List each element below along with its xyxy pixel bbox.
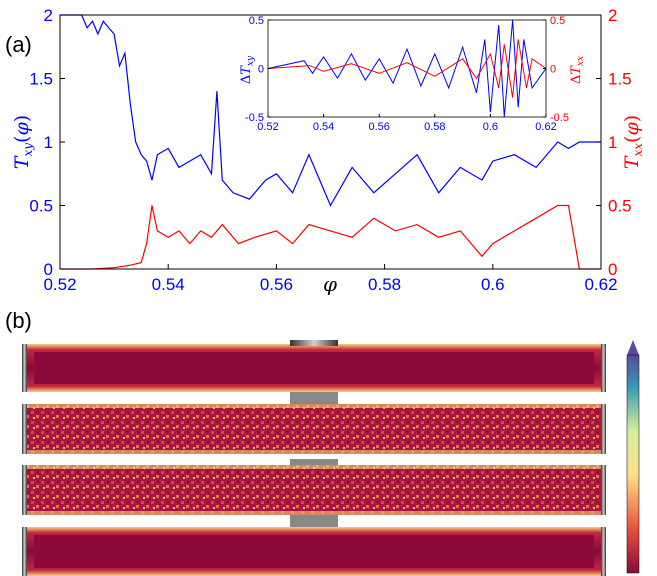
panel-b-label: (b) [5, 308, 32, 333]
strip-1 [22, 340, 606, 398]
main-x-ticks: 0.52 0.54 0.56 0.58 0.6 0.62 [43, 264, 618, 294]
main-y-axis-label-right: Txx(φ) [621, 115, 645, 169]
main-series-T_xy [60, 14, 601, 207]
inset-y-tick-label: 0.5 [249, 15, 264, 27]
svg-text:ΔTxx: ΔTxx [569, 56, 586, 84]
x-tick-label: 0.52 [43, 275, 76, 294]
inset-x-tick-label: 0.56 [368, 121, 389, 133]
svg-text:Txx(φ): Txx(φ) [621, 115, 645, 169]
inset-chart: 0.52 0.54 0.56 0.58 0.6 0.62 -0.5 0 0.5 -0.5 0 0.… [239, 15, 586, 133]
strip-3 [22, 459, 606, 521]
strip-4 [22, 521, 606, 576]
inset-y-tick-label: -0.5 [245, 112, 264, 124]
inset-y-tick-label-right: 0.5 [550, 15, 565, 27]
inset-y-label-right: ΔTxx [569, 56, 586, 84]
y-tick-label-right: 1 [608, 133, 617, 152]
x-tick-label: 0.62 [584, 275, 617, 294]
x-axis-label-text: φ [323, 272, 337, 296]
x-tick-label: 0.58 [368, 275, 401, 294]
inset-y-ticks-left: -0.5 0 0.5 [245, 15, 271, 124]
inset-x-ticks: 0.52 0.54 0.56 0.58 0.6 0.62 [257, 114, 557, 133]
inset-y-ticks-right: -0.5 0 0.5 [543, 15, 569, 124]
y-tick-label-right: 0 [608, 260, 617, 279]
inset-x-tick-label: 0.52 [257, 121, 278, 133]
x-tick-label: 0.56 [260, 275, 293, 294]
inset-series-ΔT_xx [267, 39, 547, 98]
inset-x-tick-label: 0.54 [313, 121, 334, 133]
y-tick-label: 0.5 [29, 197, 53, 216]
strip-2 [22, 398, 606, 454]
main-y-ticks-right: 0 0.5 1 1.5 2 [596, 6, 632, 279]
main-y-ticks-left: 0 0.5 1 1.5 2 [29, 6, 65, 279]
main-grid-lines [60, 14, 601, 270]
y-tick-label-right: 1.5 [608, 70, 632, 89]
main-chart: 0.52 0.54 0.56 0.58 0.6 0.62 00.511.52 00.511… [11, 6, 645, 296]
main-series-T_xx [60, 204, 601, 270]
svg-text:Txy(φ): Txy(φ) [11, 115, 35, 169]
y-tick-label: 2 [44, 6, 53, 25]
y-tick-label: 1.5 [29, 70, 53, 89]
inset-y-tick-label: 0 [258, 64, 264, 76]
svg-text:ΔTxy: ΔTxy [239, 55, 256, 84]
inset-series-ΔT_xy [267, 19, 547, 118]
inset-x-tick-label: 0.6 [483, 121, 498, 133]
panel-a-label: (a) [5, 32, 32, 57]
x-tick-label: 0.54 [152, 275, 185, 294]
main-y-axis-label-left: Txy(φ) [11, 115, 35, 169]
main-x-axis-label: φ [323, 272, 337, 296]
inset-lines [267, 19, 547, 118]
x-tick-label: 0.6 [481, 275, 505, 294]
inset-y-label-left: ΔTxy [239, 55, 256, 84]
y-tick-label: 1 [44, 133, 53, 152]
strip-panel [22, 340, 640, 576]
inset-x-tick-label: 0.62 [535, 121, 556, 133]
y-tick-label: 0 [44, 260, 53, 279]
inset-y-tick-label-right: -0.5 [550, 112, 569, 124]
colorbar [626, 340, 640, 574]
y-tick-label-right: 2 [608, 6, 617, 25]
inset-y-tick-label-right: 0 [550, 64, 556, 76]
inset-x-tick-label: 0.58 [424, 121, 445, 133]
y-tick-label-right: 0.5 [608, 197, 632, 216]
